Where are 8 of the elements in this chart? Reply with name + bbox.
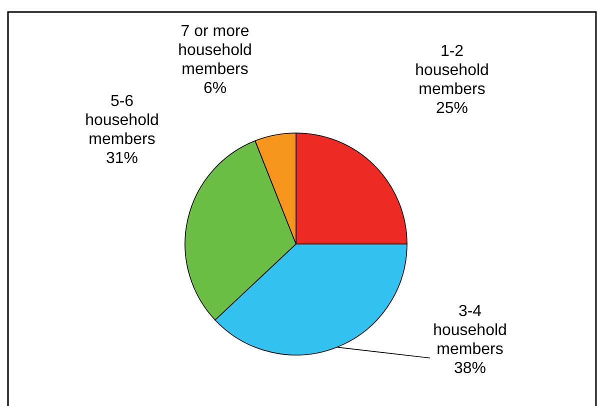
data-label: 38%: [454, 360, 486, 377]
data-label: 6%: [203, 80, 227, 97]
slice-label: 3-4 household members: [433, 303, 507, 358]
slice-label: 5-6 household members: [85, 93, 159, 148]
data-label: 31%: [106, 150, 138, 167]
data-label: 25%: [436, 100, 468, 117]
slice-label: 1-2 household members: [415, 43, 489, 98]
slice-label: 7 or more household members: [178, 23, 252, 78]
